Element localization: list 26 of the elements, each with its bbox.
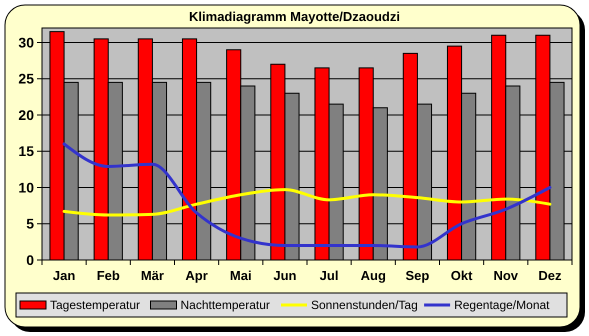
line-series: [62, 188, 552, 217]
x-tick-label: Feb: [96, 268, 120, 283]
x-tick-label: Okt: [450, 268, 474, 283]
legend-label: Regentage/Monat: [454, 298, 550, 312]
y-tick-label: 20: [18, 106, 34, 123]
x-tick-label: Mai: [230, 268, 252, 283]
y-tick-label: 10: [18, 179, 34, 196]
y-tick-label: 0: [26, 252, 34, 268]
x-tick-label: Apr: [185, 268, 208, 283]
legend-label: Sonnenstunden/Tag: [311, 298, 418, 312]
legend-label: Nachttemperatur: [180, 298, 270, 312]
y-tick-label: 30: [18, 34, 34, 50]
y-tick-label: 5: [26, 216, 34, 232]
x-tick-label: Mär: [140, 268, 164, 283]
y-tick-label: 15: [18, 143, 34, 160]
x-tick-label: Jan: [52, 268, 76, 283]
line-series: [62, 142, 552, 248]
x-tick-label: Sep: [405, 268, 430, 283]
chart-title: Klimadiagramm Mayotte/Dzaoudzi: [189, 9, 400, 24]
y-tick-label: 25: [18, 70, 34, 87]
x-tick-label: Nov: [493, 268, 519, 283]
x-tick-label: Jun: [273, 268, 297, 283]
x-tick-label: Aug: [360, 268, 386, 283]
legend-label: Tagestemperatur: [50, 298, 140, 312]
x-tick-label: Jul: [320, 268, 338, 283]
x-tick-label: Dez: [538, 268, 562, 283]
